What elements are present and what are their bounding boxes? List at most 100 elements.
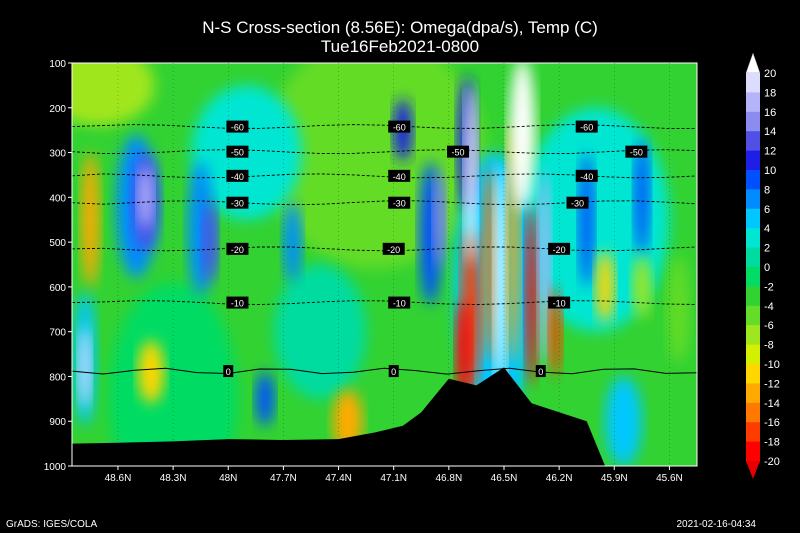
colorbar-segment [746,228,760,249]
omega-blob-36 [632,255,652,319]
x-tick-label: 48N [219,473,237,484]
colorbar-segment [746,111,760,132]
omega-blob-35 [634,139,650,256]
terrain-silhouette [72,367,697,466]
colorbar-label: 20 [764,68,776,80]
colorbar-label: -10 [764,359,780,371]
contour-label: 0 [538,367,543,377]
plot-frame [71,62,698,467]
colorbar-label: -6 [764,320,774,332]
contour-label: -20 [231,245,244,255]
omega-blob-20 [433,170,446,269]
omega-blob-25 [464,85,477,265]
y-tick-label: 800 [49,372,66,383]
contour-label-bg [575,169,598,182]
omega-blob-10 [202,201,218,283]
contour-label: -30 [393,199,406,209]
contour-label: -10 [231,299,244,309]
colorbar-label: 8 [764,184,770,196]
colorbar-label: 12 [764,146,776,158]
colorbar-segment [746,247,760,268]
contour-label: -30 [571,199,584,209]
contour-label-bg [226,145,249,158]
colorbar-segment [746,325,760,346]
contour-label-bg [226,120,249,133]
contour-label-bg [548,296,571,309]
omega-blob-30 [525,206,538,386]
omega-blob-26 [483,165,496,364]
footer-timestamp: 2021-02-16-04:34 [676,519,756,530]
colorbar-segment [746,305,760,326]
x-tick-label: 47.1N [380,473,407,484]
contour-label-bg [226,169,249,182]
colorbar-label: -2 [764,281,774,293]
contour-label-bg [382,242,405,255]
omega-blob-0 [108,282,238,466]
colorbar-label: 2 [764,243,770,255]
contour-label: -20 [553,245,566,255]
colorbar-label: 0 [764,262,770,274]
colorbar-label: -8 [764,340,774,352]
footer-credit: GrADS: IGES/COLA [6,519,98,530]
temp-contour-0 [72,367,697,375]
contour-label: -50 [231,148,244,158]
temp-contour--50 [72,149,697,154]
contour-label-bg [447,145,470,158]
x-tick-label: 48.3N [160,473,187,484]
x-tick-label: 46.8N [435,473,462,484]
colorbar-label: -14 [764,398,780,410]
y-tick-label: 900 [49,417,66,428]
chart-subtitle: Tue16Feb2021-0800 [320,37,480,56]
colorbar-label: -16 [764,417,780,429]
contour-label: -50 [630,148,643,158]
contour-label-bg [388,169,411,182]
contour-label: -60 [393,123,406,133]
colorbar-segment [746,131,760,152]
omega-blob-27 [494,165,507,390]
y-tick-label: 600 [49,283,66,294]
colorbar-label: 18 [764,87,776,99]
contour-label: -40 [231,172,244,182]
y-tick-label: 700 [49,328,66,339]
contour-label-bg [535,365,546,378]
omega-blob-29 [509,63,536,211]
y-tick-label: 300 [49,149,66,160]
colorbar-segment [746,208,760,229]
omega-blob-32 [549,286,562,377]
x-tick-label: 46.5N [491,473,518,484]
x-tick-label: 47.4N [325,473,352,484]
contour-label: -60 [580,123,593,133]
colorbar-segment [746,267,760,287]
colorbar-segment [746,170,760,190]
contour-label-bg [226,242,249,255]
omega-blob-34 [595,251,615,323]
colorbar-label: 14 [764,126,776,138]
colorbar-segment [746,73,760,93]
omega-blob-2 [72,63,155,126]
contour-label: -50 [452,148,465,158]
colorbar-bottom-arrow [746,461,760,479]
colorbar-segment [746,150,760,171]
omega-blob-14 [138,340,164,404]
contour-label-bg [566,196,589,209]
omega-blob-8 [138,165,153,229]
colorbar-label: -12 [764,378,780,390]
contour-label: 0 [226,367,231,377]
colorbar-segment [746,344,760,365]
y-tick-label: 200 [49,104,66,115]
colorbar-label: 10 [764,165,776,177]
colorbar-label: -4 [764,301,774,313]
contour-label: -60 [231,123,244,133]
chart-title: N-S Cross-section (8.56E): Omega(dpa/s),… [202,18,598,37]
colorbar-label: 16 [764,107,776,119]
y-tick-label: 100 [49,59,66,70]
omega-blob-38 [605,376,642,466]
omega-blob-5 [274,264,367,399]
colorbar-label: 6 [764,204,770,216]
y-tick-label: 1000 [44,462,67,473]
y-tick-label: 400 [49,193,66,204]
colorbar-label: -18 [764,437,780,449]
contour-label: -40 [580,172,593,182]
colorbar-segment [746,402,760,423]
